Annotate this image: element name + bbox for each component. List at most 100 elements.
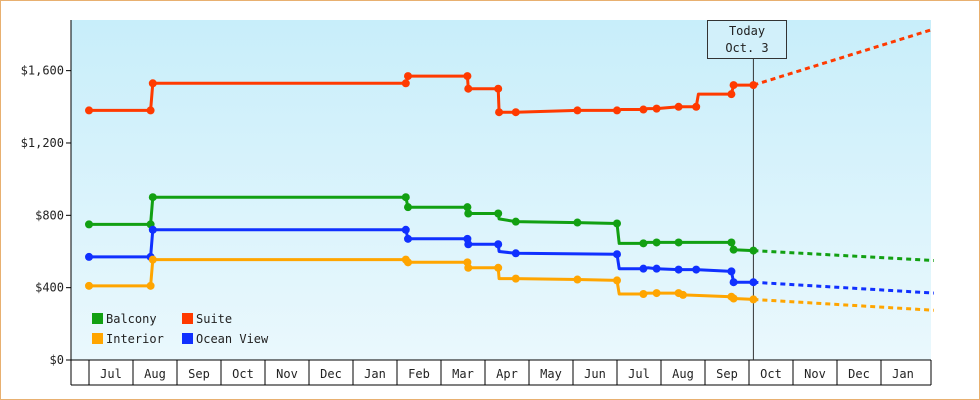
x-tick-label: Apr — [496, 367, 518, 381]
y-tick-label: $800 — [35, 208, 64, 222]
data-point — [511, 274, 520, 283]
x-tick-label: Sep — [188, 367, 210, 381]
x-tick-label: Jul — [100, 367, 122, 381]
x-tick-label: Sep — [716, 367, 738, 381]
x-tick-label: Oct — [232, 367, 254, 381]
data-point — [652, 238, 661, 247]
legend-swatch-interior — [92, 333, 103, 344]
data-point — [404, 72, 412, 81]
series-suite — [85, 27, 935, 117]
data-point — [148, 79, 157, 88]
data-point — [494, 240, 503, 249]
today-label: Today — [728, 24, 766, 38]
legend-swatch-suite — [182, 313, 193, 324]
x-tick-label: Feb — [408, 367, 430, 381]
data-point — [463, 203, 472, 212]
data-point — [85, 220, 93, 229]
data-point — [652, 264, 661, 273]
data-point — [613, 106, 621, 115]
data-point — [639, 105, 648, 114]
legend-swatch-balcony — [92, 313, 103, 324]
data-point — [401, 193, 410, 202]
data-point — [464, 240, 473, 249]
legend-swatch-ocean-view — [182, 333, 193, 344]
data-point — [401, 225, 410, 234]
x-tick-label: Jan — [892, 367, 914, 381]
plot-area — [71, 20, 931, 360]
legend-label-balcony: Balcony — [106, 312, 157, 326]
data-point — [674, 238, 683, 247]
data-point — [729, 294, 738, 303]
x-tick-label: Mar — [452, 367, 474, 381]
data-point — [652, 104, 661, 113]
data-point — [85, 252, 93, 261]
y-tick-label: $0 — [50, 353, 64, 367]
forecast-line-interior — [753, 297, 934, 312]
data-point — [404, 203, 412, 212]
data-point — [727, 267, 736, 276]
x-tick-label: Jun — [584, 367, 606, 381]
legend-item-interior: Interior — [92, 332, 164, 346]
data-point — [639, 289, 648, 298]
x-tick-label: Oct — [760, 367, 782, 381]
data-point — [639, 239, 648, 248]
data-point — [674, 102, 683, 111]
x-tick-label: Nov — [804, 367, 826, 381]
data-point — [613, 276, 621, 285]
data-point — [148, 255, 157, 264]
legend-label-interior: Interior — [106, 332, 164, 346]
today-callout: Today Oct. 3 — [707, 20, 787, 59]
data-point — [639, 264, 648, 273]
data-point — [727, 90, 736, 99]
legend-item-balcony: Balcony — [92, 312, 157, 326]
forecast-line-ocean-view — [753, 280, 934, 295]
data-point — [511, 217, 520, 226]
data-point — [494, 263, 503, 272]
data-point — [573, 218, 582, 227]
data-point — [148, 225, 157, 234]
data-point — [692, 265, 701, 274]
data-point — [85, 281, 93, 290]
data-point — [495, 108, 504, 117]
data-point — [511, 108, 520, 117]
data-point — [464, 209, 473, 218]
data-point — [727, 238, 736, 247]
series-interior — [85, 255, 934, 312]
data-point — [749, 295, 758, 304]
data-point — [749, 246, 758, 255]
data-point — [679, 290, 687, 299]
data-point — [146, 106, 155, 115]
x-tick-label: Dec — [320, 367, 342, 381]
data-point — [494, 84, 503, 93]
data-point — [464, 84, 473, 93]
data-point — [511, 249, 520, 258]
series-ocean-view — [85, 225, 934, 295]
forecast-line-suite — [752, 27, 935, 87]
data-point — [613, 219, 621, 228]
data-point — [729, 245, 738, 254]
legend-item-suite: Suite — [182, 312, 232, 326]
data-point — [146, 281, 155, 290]
data-point — [401, 79, 410, 88]
data-point — [749, 81, 758, 90]
data-point — [674, 265, 683, 274]
today-date: Oct. 3 — [725, 41, 769, 55]
y-tick-label: $1,600 — [21, 64, 64, 78]
data-point — [613, 250, 621, 259]
data-point — [692, 102, 701, 111]
y-tick-label: $400 — [35, 281, 64, 295]
x-tick-label: Aug — [672, 367, 694, 381]
data-point — [464, 263, 473, 272]
data-point — [749, 278, 758, 287]
data-point — [652, 289, 661, 298]
x-tick-label: Dec — [848, 367, 870, 381]
legend-label-ocean-view: Ocean View — [196, 332, 269, 346]
x-tick-label: Jan — [364, 367, 386, 381]
legend-label-suite: Suite — [196, 312, 233, 326]
data-point — [729, 278, 738, 287]
x-tick-label: Nov — [276, 367, 298, 381]
forecast-line-balcony — [753, 249, 934, 263]
data-point — [573, 275, 582, 284]
x-tick-label: Jul — [628, 367, 650, 381]
